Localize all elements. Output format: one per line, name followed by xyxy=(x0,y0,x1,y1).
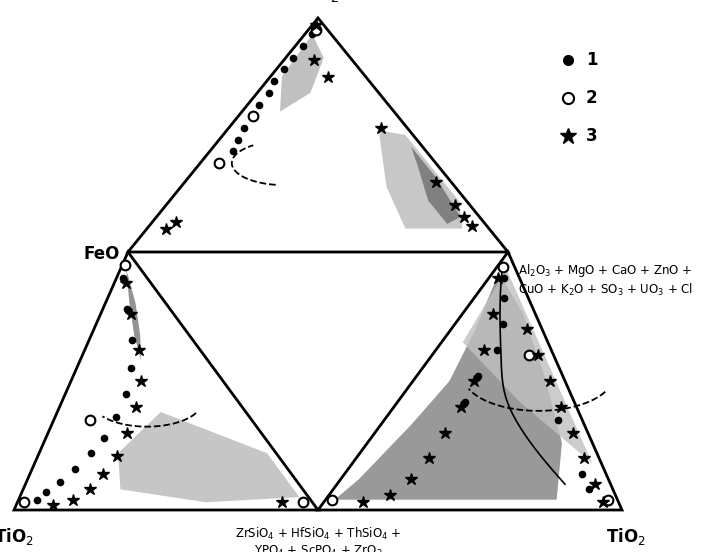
Text: TiO$_2$: TiO$_2$ xyxy=(0,526,34,547)
Text: TiO$_2$: TiO$_2$ xyxy=(606,526,645,547)
Text: FeO: FeO xyxy=(83,245,120,263)
Polygon shape xyxy=(126,270,141,360)
Polygon shape xyxy=(379,130,462,229)
Text: 3: 3 xyxy=(586,127,597,145)
Text: 2: 2 xyxy=(586,89,597,107)
Text: TiO$_2$: TiO$_2$ xyxy=(297,0,339,4)
Text: ZrSiO$_4$ + HfSiO$_4$ + ThSiO$_4$ +
YPO$_4$ + ScPO$_4$ + ZrO$_2$: ZrSiO$_4$ + HfSiO$_4$ + ThSiO$_4$ + YPO$… xyxy=(235,526,402,552)
Polygon shape xyxy=(463,265,608,500)
Text: Al$_2$O$_3$ + MgO + CaO + ZnO +
CuO + K$_2$O + SO$_3$ + UO$_3$ + Cl: Al$_2$O$_3$ + MgO + CaO + ZnO + CuO + K$… xyxy=(518,262,694,298)
Polygon shape xyxy=(334,273,562,500)
Polygon shape xyxy=(75,265,139,420)
Polygon shape xyxy=(118,412,299,502)
Text: 1: 1 xyxy=(586,51,597,69)
Polygon shape xyxy=(411,147,460,224)
Polygon shape xyxy=(280,34,324,112)
